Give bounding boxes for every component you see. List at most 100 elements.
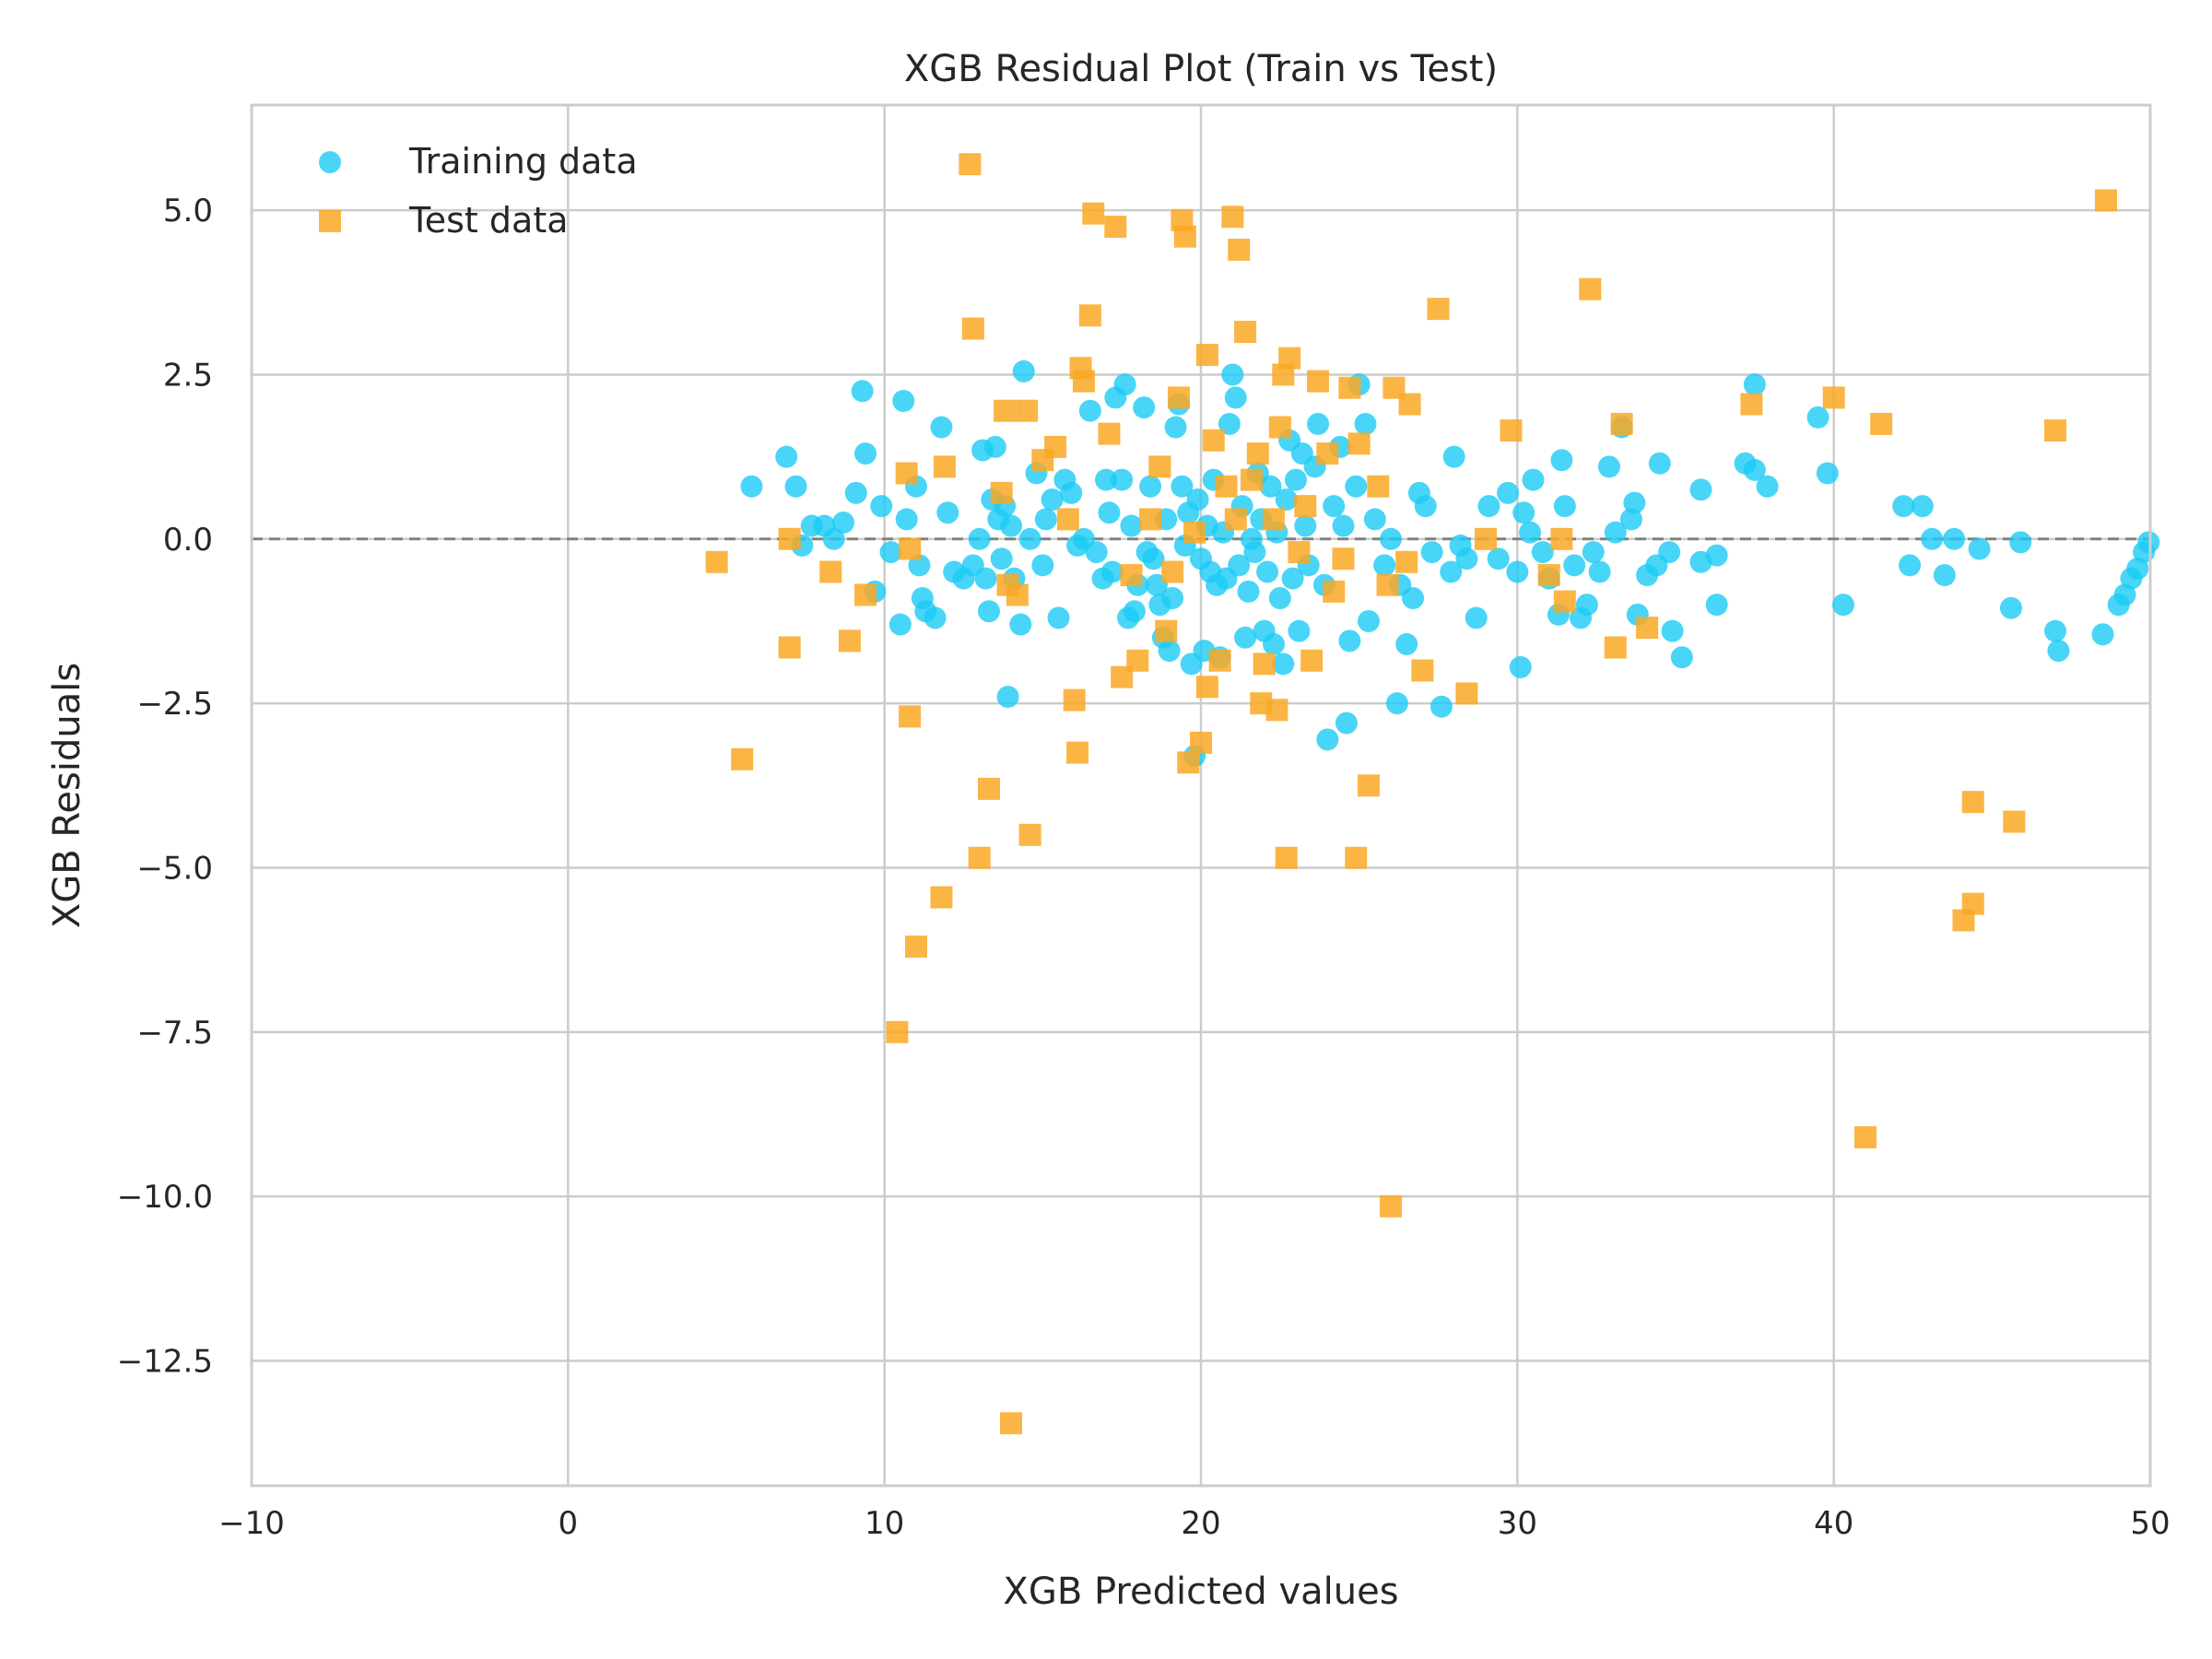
training-point: [983, 435, 1006, 458]
x-tick-label: 10: [865, 1505, 904, 1542]
training-point: [1512, 501, 1535, 524]
training-point: [1519, 521, 1542, 544]
training-point: [924, 606, 947, 629]
test-point: [1056, 508, 1079, 531]
training-point: [1012, 359, 1035, 382]
test-point: [1104, 215, 1127, 238]
training-point: [1531, 541, 1554, 564]
test-point: [1006, 583, 1029, 606]
training-point: [996, 686, 1019, 708]
training-point: [1705, 544, 1728, 567]
training-point: [1164, 416, 1187, 439]
test-point: [1167, 386, 1190, 409]
test-point: [1300, 649, 1324, 672]
test-point: [1395, 550, 1418, 573]
training-point: [1142, 547, 1165, 571]
training-point: [1943, 527, 1966, 550]
training-point: [1000, 514, 1022, 537]
x-tick-label: 20: [1181, 1505, 1220, 1542]
training-point: [1563, 554, 1586, 577]
test-point: [819, 560, 842, 583]
test-point: [2003, 810, 2026, 833]
training-point: [1588, 560, 1611, 583]
training-point: [1497, 481, 1520, 504]
training-point: [1161, 587, 1184, 609]
test-point: [1636, 617, 1659, 640]
test-point: [1082, 202, 1105, 225]
training-point: [2137, 531, 2160, 554]
test-point: [1195, 676, 1218, 699]
training-point: [1123, 600, 1146, 623]
training-points: [740, 359, 2160, 768]
training-point: [1186, 488, 1209, 511]
y-tick-label: 2.5: [163, 357, 213, 394]
test-point: [1475, 527, 1497, 550]
training-point: [1285, 468, 1307, 491]
test-point: [1332, 547, 1355, 571]
training-point: [822, 527, 845, 550]
training-point: [1380, 527, 1402, 550]
legend-training-label: Training data: [408, 141, 638, 182]
training-point: [1228, 554, 1251, 577]
training-point: [1357, 609, 1380, 632]
test-point: [1016, 399, 1039, 422]
training-point: [1465, 606, 1488, 629]
training-point: [1522, 468, 1545, 491]
training-point: [1648, 452, 1671, 475]
legend: Training data Test data: [319, 141, 638, 241]
training-point: [2091, 623, 2114, 646]
training-point: [784, 475, 807, 498]
training-point: [1816, 462, 1839, 485]
training-point: [2044, 619, 2066, 642]
x-tick-label: 30: [1498, 1505, 1537, 1542]
training-point: [1440, 560, 1463, 583]
test-point: [1579, 277, 1602, 300]
training-point: [1831, 594, 1854, 617]
test-point: [994, 399, 1017, 422]
test-point: [1294, 495, 1317, 518]
y-tick-label: 5.0: [163, 193, 213, 229]
test-point: [1398, 393, 1421, 416]
training-point: [1354, 412, 1377, 435]
x-tick-label: 40: [1814, 1505, 1853, 1542]
training-point: [1743, 373, 1766, 396]
test-point: [1228, 238, 1251, 261]
test-point: [1367, 475, 1390, 498]
x-axis-label: XGB Predicted values: [1003, 1571, 1398, 1613]
test-point: [1148, 455, 1171, 478]
test-point: [2094, 189, 2117, 212]
training-point: [1806, 406, 1830, 429]
training-point: [851, 380, 874, 403]
y-tick-label: −10.0: [117, 1179, 213, 1216]
training-point: [1661, 619, 1684, 642]
y-tick-label: −12.5: [117, 1343, 213, 1380]
test-point: [1066, 741, 1089, 764]
test-point: [731, 747, 754, 771]
training-point: [1619, 508, 1642, 531]
test-point: [895, 462, 918, 485]
test-point: [886, 1020, 909, 1043]
training-point: [1553, 495, 1576, 518]
training-point: [1323, 495, 1346, 518]
training-point: [1262, 632, 1285, 655]
test-point: [1072, 370, 1095, 393]
training-point: [1272, 653, 1295, 676]
training-point: [1899, 554, 1922, 577]
test-point: [705, 550, 728, 573]
test-point: [1240, 468, 1263, 491]
y-tick-label: 0.0: [163, 522, 213, 559]
training-point: [1018, 527, 1041, 550]
training-point: [1234, 626, 1257, 649]
training-point: [1034, 508, 1057, 531]
test-point: [933, 455, 956, 478]
y-axis-label: XGB Residuals: [46, 663, 88, 928]
test-point: [854, 583, 877, 606]
test-point: [1265, 699, 1288, 722]
training-point: [775, 445, 798, 468]
y-tick-labels: −12.5 −10.0 −7.5 −5.0 −2.5 0.0 2.5 5.0: [117, 193, 213, 1380]
training-point: [1743, 458, 1766, 481]
x-tick-labels: −10 0 10 20 30 40 50: [218, 1505, 2171, 1542]
training-point: [1933, 564, 1956, 587]
test-point: [1268, 416, 1291, 439]
